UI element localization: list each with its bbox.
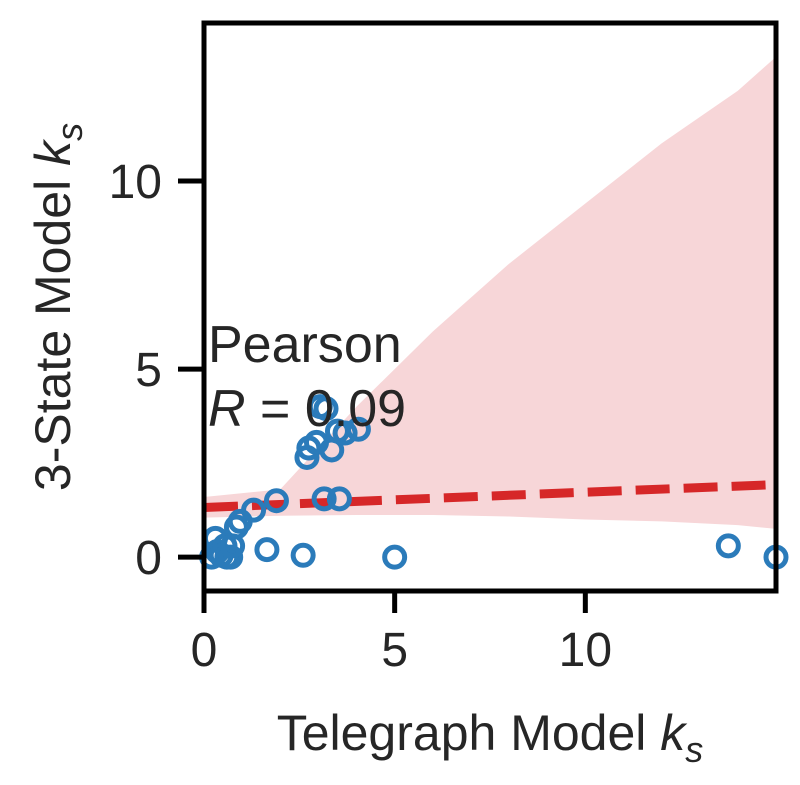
y-tick-label: 10 [109, 156, 162, 209]
y-axis-label-var: k [25, 138, 81, 166]
data-point [311, 486, 337, 512]
y-axis-label-main: 3-State Model [25, 166, 81, 491]
y-axis-label-sub: s [49, 123, 90, 141]
data-point [715, 533, 741, 559]
confidence-band-layer [204, 56, 776, 529]
annotation-value: = 0.09 [246, 380, 406, 438]
y-axis-label: 3-State Model ks [25, 123, 90, 491]
data-point [263, 488, 289, 514]
points-layer [199, 394, 789, 570]
annotation-line2: R = 0.09 [208, 380, 406, 438]
x-tick-label: 5 [381, 624, 408, 677]
x-axis-label: Telegraph Model ks [277, 705, 704, 770]
data-point [313, 396, 339, 422]
data-point [345, 416, 371, 442]
data-point [254, 537, 280, 563]
data-point [241, 497, 267, 523]
x-tick-label: 10 [559, 624, 612, 677]
plot-frame [201, 20, 779, 594]
confidence-band [204, 56, 776, 529]
y-tick-label: 5 [135, 344, 162, 397]
data-point [382, 544, 408, 570]
data-point [326, 486, 352, 512]
annotation-line1: Pearson [208, 316, 402, 374]
data-point [218, 544, 244, 570]
x-axis-label-sub: s [685, 729, 703, 770]
x-axis-label-main: Telegraph Model [277, 705, 661, 761]
x-ticks: 0 5 10 [191, 591, 612, 677]
annotation-var: R [208, 380, 246, 438]
y-ticks: 0 5 10 [109, 156, 204, 585]
data-point [332, 420, 358, 446]
x-tick-label: 0 [191, 624, 218, 677]
x-axis-label-var: k [660, 705, 688, 761]
pearson-annotation: Pearson R = 0.09 [208, 316, 406, 438]
data-point [290, 542, 316, 568]
y-tick-label: 0 [135, 532, 162, 585]
